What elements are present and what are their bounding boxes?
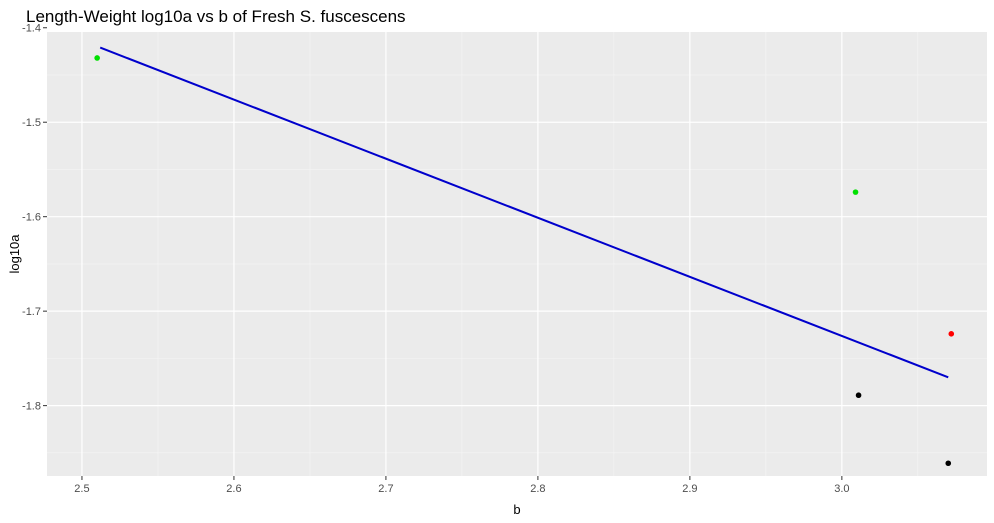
y-axis-label: log10a bbox=[7, 234, 22, 274]
data-point bbox=[948, 331, 955, 337]
x-axis-label: b bbox=[513, 502, 520, 517]
regression-line bbox=[99, 46, 949, 379]
points-layer bbox=[94, 55, 955, 467]
x-tick-label: 2.5 bbox=[74, 483, 89, 495]
y-tick-label: -1.4 bbox=[22, 23, 41, 35]
x-tick-label: 3.0 bbox=[834, 483, 849, 495]
x-axis-ticks: 2.5 2.6 2.7 2.8 2.9 3.0 bbox=[74, 476, 850, 495]
plot-panel bbox=[47, 32, 987, 476]
data-point bbox=[945, 460, 952, 467]
y-tick-label: -1.5 bbox=[22, 117, 41, 129]
x-tick-label: 2.7 bbox=[378, 483, 393, 495]
y-tick-label: -1.8 bbox=[22, 401, 41, 413]
fit-line-layer bbox=[99, 46, 949, 379]
data-point bbox=[852, 189, 859, 195]
y-tick-label: -1.7 bbox=[22, 306, 41, 318]
x-tick-label: 2.6 bbox=[226, 483, 241, 495]
data-point bbox=[855, 392, 862, 399]
chart-title: Length-Weight log10a vs b of Fresh S. fu… bbox=[26, 7, 406, 26]
x-tick-label: 2.9 bbox=[682, 483, 697, 495]
data-point bbox=[94, 55, 100, 61]
grid-minor bbox=[47, 32, 987, 476]
x-tick-label: 2.8 bbox=[530, 483, 545, 495]
y-axis-ticks: -1.4 -1.5 -1.6 -1.7 -1.8 bbox=[22, 23, 47, 413]
y-tick-label: -1.6 bbox=[22, 212, 41, 224]
grid-major bbox=[47, 27, 987, 476]
